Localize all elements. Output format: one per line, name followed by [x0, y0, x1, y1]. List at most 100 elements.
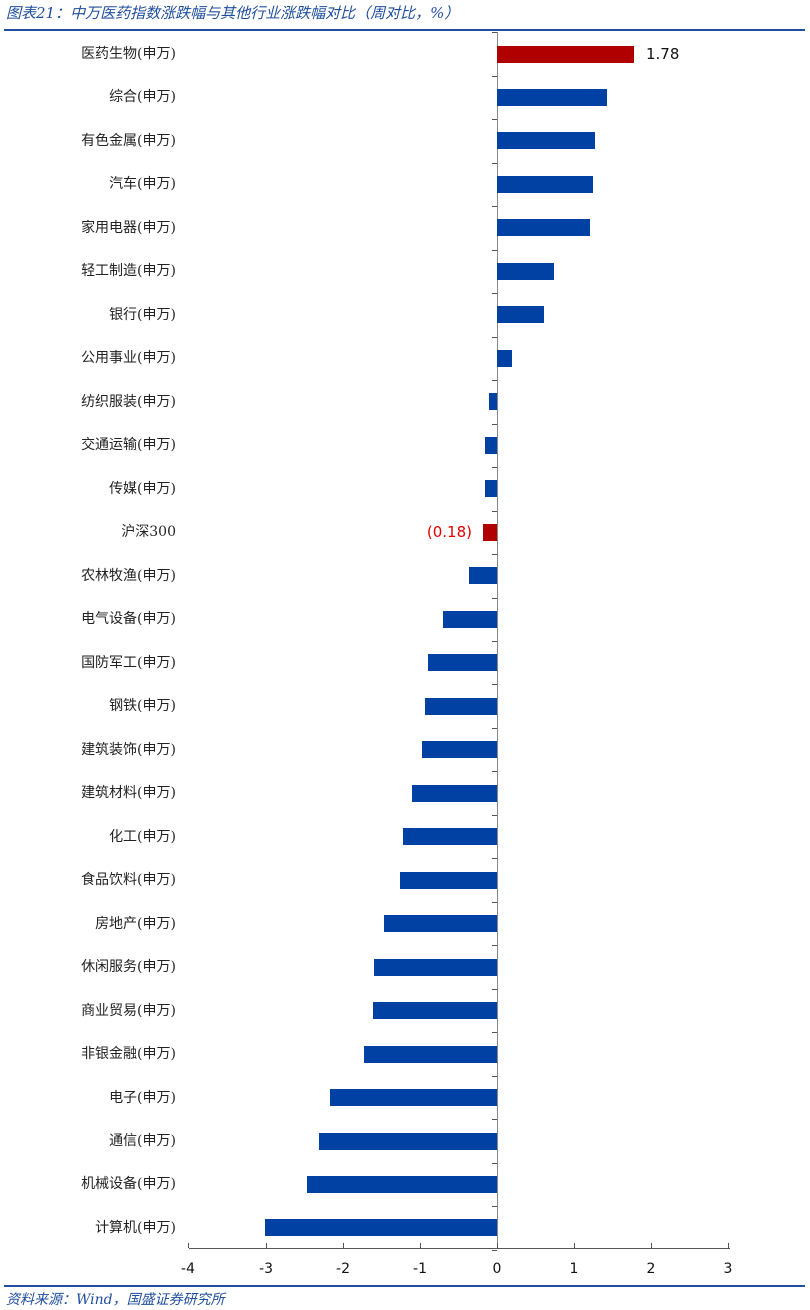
data-value-label: (0.18)	[426, 523, 472, 541]
data-bar	[306, 1176, 497, 1193]
data-bar	[422, 741, 497, 758]
x-axis-tick	[728, 1243, 729, 1248]
x-axis-tick	[651, 1243, 652, 1248]
chart-title: 图表21：中万医药指数涨跌幅与其他行业涨跌幅对比（周对比，%）	[6, 4, 460, 22]
y-axis-tick	[492, 1032, 497, 1033]
source-note: 资料来源：Wind，国盛证券研究所	[6, 1292, 225, 1308]
data-bar	[427, 654, 497, 671]
data-bar	[488, 393, 497, 410]
data-bar	[469, 567, 497, 584]
category-label: 电子(申万)	[109, 1090, 176, 1106]
category-label: 银行(申万)	[109, 307, 176, 323]
y-axis-tick	[492, 76, 497, 77]
x-axis-tick	[266, 1243, 267, 1248]
y-axis-tick	[492, 467, 497, 468]
category-label: 有色金属(申万)	[81, 133, 176, 149]
data-bar	[497, 89, 607, 106]
category-label: 电气设备(申万)	[81, 611, 176, 627]
data-bar	[425, 698, 497, 715]
x-axis-tick	[420, 1243, 421, 1248]
y-axis-tick	[492, 163, 497, 164]
category-label: 汽车(申万)	[109, 176, 176, 192]
y-axis-tick	[492, 945, 497, 946]
category-label: 通信(申万)	[109, 1133, 176, 1149]
y-axis-tick	[492, 684, 497, 685]
x-axis-tick	[343, 1243, 344, 1248]
data-bar	[372, 1002, 497, 1019]
data-bar	[497, 132, 595, 149]
data-bar	[497, 350, 513, 367]
category-label: 纺织服装(申万)	[81, 394, 176, 410]
category-label: 家用电器(申万)	[81, 220, 176, 236]
y-axis-tick	[492, 1076, 497, 1077]
y-axis-tick	[492, 771, 497, 772]
x-axis-tick-label: -4	[181, 1261, 195, 1277]
x-axis-tick	[497, 1243, 498, 1248]
y-axis-tick	[492, 32, 497, 33]
y-axis-tick	[492, 858, 497, 859]
data-bar	[412, 785, 497, 802]
category-label: 房地产(申万)	[95, 916, 176, 932]
y-axis-tick	[492, 424, 497, 425]
data-bar	[374, 959, 497, 976]
y-axis-tick	[492, 728, 497, 729]
category-label: 传媒(申万)	[109, 481, 176, 497]
y-axis-tick	[492, 598, 497, 599]
y-axis-tick	[492, 641, 497, 642]
data-bar	[329, 1089, 497, 1106]
highlight-bar	[497, 46, 635, 63]
y-axis-tick	[492, 250, 497, 251]
x-axis-tick-label: 2	[646, 1261, 656, 1277]
category-label: 食品饮料(申万)	[81, 872, 176, 888]
data-bar	[402, 828, 497, 845]
x-axis-tick-label: 3	[723, 1261, 733, 1277]
y-axis-tick	[492, 337, 497, 338]
data-bar	[497, 306, 545, 323]
category-label: 建筑装饰(申万)	[81, 742, 176, 758]
data-bar	[399, 872, 497, 889]
category-label: 农林牧渔(申万)	[81, 568, 176, 584]
category-label: 综合(申万)	[109, 89, 176, 105]
data-bar	[318, 1133, 497, 1150]
y-axis-tick	[492, 206, 497, 207]
y-axis-tick	[492, 511, 497, 512]
category-label: 商业贸易(申万)	[81, 1003, 176, 1019]
data-bar	[443, 611, 497, 628]
category-label: 化工(申万)	[109, 829, 176, 845]
y-axis-tick	[492, 815, 497, 816]
category-label: 非银金融(申万)	[81, 1046, 176, 1062]
category-label: 医药生物(申万)	[81, 46, 176, 62]
category-label: 计算机(申万)	[95, 1220, 176, 1236]
data-bar	[485, 437, 497, 454]
x-axis-tick-label: -1	[413, 1261, 427, 1277]
y-axis-line	[497, 32, 498, 1249]
category-label: 机械设备(申万)	[81, 1176, 176, 1192]
y-axis-tick	[492, 554, 497, 555]
x-axis-tick	[188, 1243, 189, 1248]
y-axis-tick	[492, 1163, 497, 1164]
x-axis-line	[189, 1248, 730, 1249]
data-bar	[497, 176, 594, 193]
category-label: 钢铁(申万)	[109, 698, 176, 714]
y-axis-tick	[492, 1119, 497, 1120]
category-label: 公用事业(申万)	[81, 350, 176, 366]
x-axis-tick	[574, 1243, 575, 1248]
data-bar	[497, 219, 591, 236]
category-label: 沪深300	[121, 524, 176, 540]
category-label: 建筑材料(申万)	[81, 785, 176, 801]
x-axis-tick-label: 0	[492, 1261, 502, 1277]
data-bar	[497, 263, 555, 280]
category-label: 休闲服务(申万)	[81, 959, 176, 975]
y-axis-tick	[492, 1250, 497, 1251]
data-bar	[384, 915, 497, 932]
x-axis-tick-label: 1	[569, 1261, 579, 1277]
y-axis-tick	[492, 989, 497, 990]
y-axis-tick	[492, 1206, 497, 1207]
y-axis-tick	[492, 119, 497, 120]
category-label: 交通运输(申万)	[81, 437, 176, 453]
data-bar	[364, 1046, 497, 1063]
x-axis-tick-label: -3	[259, 1261, 273, 1277]
x-axis-tick-label: -2	[336, 1261, 350, 1277]
highlight-bar	[483, 524, 497, 541]
